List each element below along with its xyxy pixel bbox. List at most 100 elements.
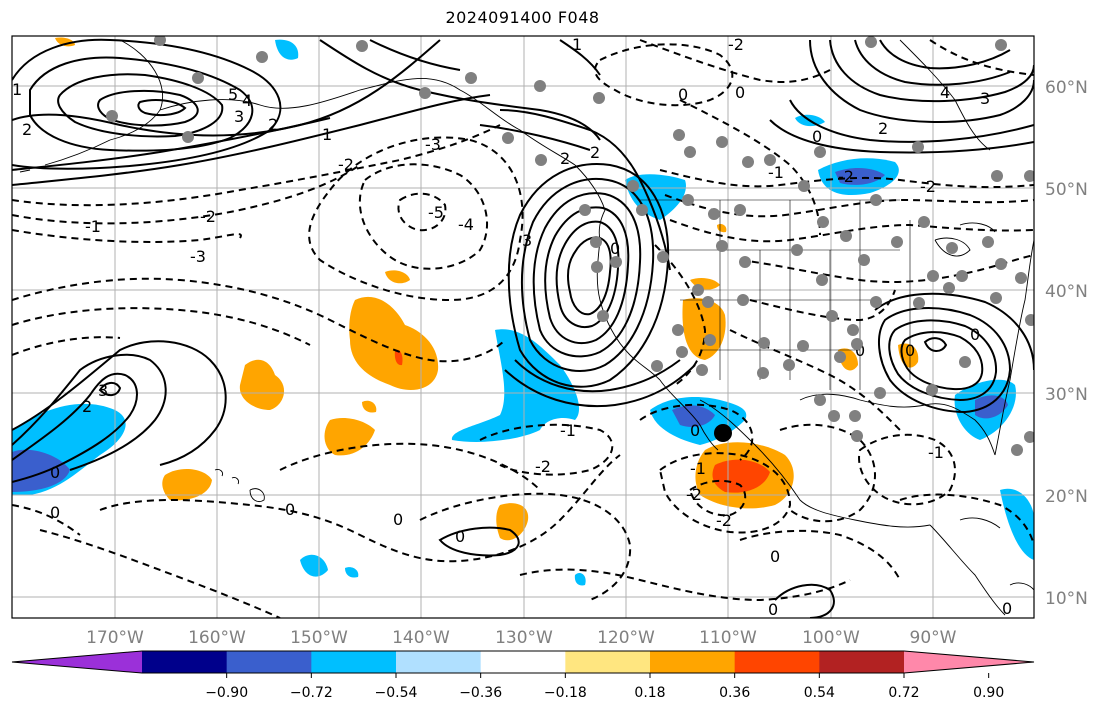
colorbar-extend-high [904, 651, 1034, 673]
contour-neg-8 [12, 307, 311, 346]
colorbar-segment [819, 651, 905, 673]
colorbar-tick-label: 0.90 [973, 685, 1004, 701]
lon-label-160w: 160°W [188, 628, 246, 648]
colorbar-segment [734, 651, 820, 673]
contour-pos-ne-3 [854, 39, 1011, 86]
contour-neg-3 [12, 229, 242, 243]
contour-pos-se-4 [923, 337, 948, 352]
colorbar-extend-low [12, 651, 142, 673]
contour-pos-ak-8 [12, 117, 331, 171]
contour-neg-20 [669, 219, 1034, 243]
contour-neg-5 [397, 192, 447, 232]
contour-label: 3 [522, 231, 532, 250]
shade-neg-gulf-core [975, 395, 1008, 419]
contour-pos-ak-1 [12, 38, 282, 170]
colorbar-tick-label: 0.72 [888, 685, 919, 701]
colorbar-tick-label: −0.54 [375, 685, 418, 701]
contour-label: 5 [228, 85, 238, 104]
aleutians [19, 139, 111, 173]
contour-neg-1 [12, 124, 501, 207]
contour-label: -2 [686, 485, 702, 504]
contour-pos-small-2 [774, 583, 835, 618]
contour-pos-ridge-10 [504, 364, 696, 408]
colorbar-segment [396, 651, 482, 673]
contour-label: 3 [980, 89, 990, 108]
central-america [929, 524, 1006, 616]
contour-label: 2 [22, 120, 32, 139]
shade-pos-small-2 [362, 400, 377, 413]
contour-neg-11 [39, 529, 281, 618]
colorbar-outline [11, 650, 1035, 674]
contour-label: 0 [690, 421, 700, 440]
lon-label-170w: 170°W [86, 628, 144, 648]
contour-neg-22 [739, 254, 1034, 283]
contour-label: 2 [590, 143, 600, 162]
contour-pos-se-5 [874, 292, 1034, 371]
contour-pos-ridge-6 [566, 236, 612, 316]
contour-neg-29 [858, 433, 956, 506]
shade-pos-west-4 [496, 503, 529, 541]
contour-label: 0 [855, 341, 865, 360]
contour-pos-ridge-7 [499, 109, 671, 271]
shade-neg-small-3 [345, 567, 359, 578]
contour-pos-ak-3 [57, 73, 224, 138]
contour-label: -2 [838, 167, 854, 186]
contour-label: 4 [940, 83, 950, 102]
contour-label: -3 [190, 247, 206, 266]
contour-label: -1 [928, 443, 944, 462]
shade-pos-central [349, 296, 439, 390]
contour-label: -3 [425, 135, 441, 154]
contour-neg-14 [419, 492, 632, 601]
contour-neg-34 [639, 39, 831, 83]
contour-neg-17 [679, 99, 821, 236]
colorbar-tick-label: 0.36 [719, 685, 750, 701]
shade-neg-caribbean [1000, 488, 1034, 560]
negative-contours [12, 39, 1034, 618]
shade-pos-west-1 [239, 359, 285, 410]
contour-label: -2 [535, 457, 551, 476]
lon-label-90w: 90°W [910, 628, 957, 648]
lon-label-130w: 130°W [495, 628, 553, 648]
contour-label: -5 [428, 203, 444, 222]
contour-label: -1 [690, 459, 706, 478]
contour-neg-19 [664, 194, 1034, 218]
colorbar-tick-label: 0.54 [804, 685, 835, 701]
contour-neg-27 [688, 479, 747, 517]
contour-pos-hi-1 [12, 372, 138, 483]
shade-neg-small-1 [300, 554, 328, 577]
contour-pos-ridge-9 [514, 359, 681, 393]
shade-neg-small-2 [574, 573, 586, 586]
contour-pos-ne-6 [769, 119, 1034, 154]
lon-label-140w: 140°W [392, 628, 450, 648]
contour-label: -2 [716, 511, 732, 530]
contour-pos-hi-3 [98, 382, 122, 396]
lon-label-110w: 110°W [699, 628, 757, 648]
contour-label: 2 [268, 115, 278, 134]
contour-label: 0 [285, 500, 295, 519]
contour-neg-28 [779, 423, 876, 523]
contour-neg-9 [12, 336, 121, 356]
contour-pos-ak-9 [319, 39, 601, 141]
page-title: 2024091400 F048 [445, 8, 600, 27]
contour-neg-18 [659, 169, 1034, 189]
contour-labels: 5 4 3 2 1 2 1 -1 -2 -3 -2 -3 -5 -4 2 2 3… [12, 36, 1012, 618]
contour-pos-se-3 [900, 331, 984, 391]
contour-label: 3 [234, 107, 244, 126]
latitude-labels: 60°N 50°N 40°N 30°N 20°N 10°N [1045, 78, 1088, 609]
contour-pos-se-2 [888, 319, 998, 402]
lon-label-120w: 120°W [597, 628, 655, 648]
caribbean-islands [959, 517, 1034, 591]
contour-neg-30 [899, 493, 1034, 546]
contour-pos-hi-2 [12, 353, 167, 471]
colorbar-segment [480, 651, 566, 673]
contour-neg-23 [749, 289, 896, 322]
lat-label-50n: 50°N [1045, 180, 1088, 200]
contour-pos-ridge-8 [479, 124, 591, 151]
shade-pos-wa [717, 223, 727, 233]
contour-neg-12 [12, 504, 81, 536]
contour-pos-small-1 [438, 526, 520, 557]
contour-pos-ridge-4 [544, 206, 630, 344]
contour-label: 2 [560, 149, 570, 168]
contour-label: -4 [458, 215, 474, 234]
contour-label: -1 [85, 217, 101, 236]
